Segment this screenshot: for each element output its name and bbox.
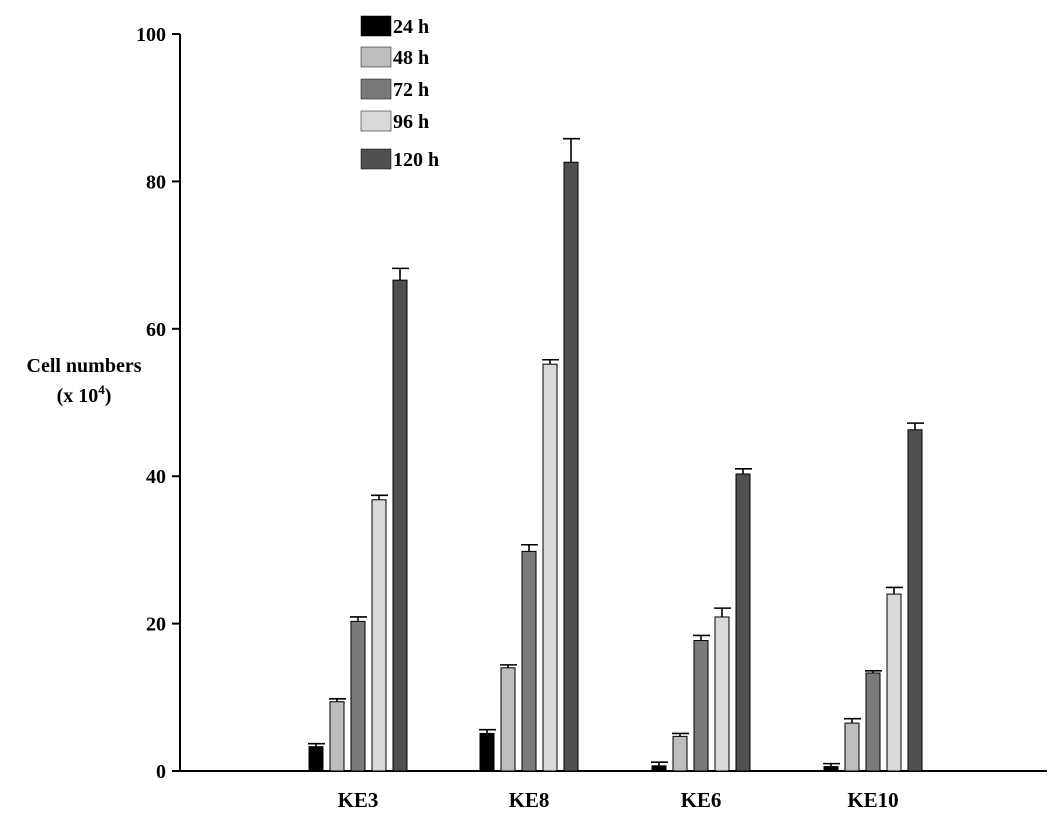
- bar-ke10-72h: [865, 672, 881, 772]
- y-tick-label: 20: [146, 614, 166, 636]
- y-tick-label: 40: [146, 466, 166, 488]
- y-tick-label: 80: [146, 171, 166, 193]
- y-axis-title-prefix: (x 10: [57, 385, 99, 407]
- bar-ke3-120h: [392, 279, 408, 772]
- bar-ke6-96h: [714, 616, 730, 772]
- category-labels: KE3 KE8 KE6 KE10: [338, 788, 899, 812]
- y-tick-label: 60: [146, 319, 166, 341]
- legend-label: 24 h: [393, 16, 429, 38]
- bar-ke6-48h: [672, 735, 688, 772]
- x-category-label: KE8: [509, 788, 550, 812]
- bar-ke3-24h: [308, 746, 324, 772]
- y-axis-title-line1: Cell numbers: [27, 355, 142, 377]
- legend-label: 48 h: [393, 47, 429, 69]
- bar-group-ke10: [823, 422, 924, 772]
- y-axis-title-line2: (x 104): [57, 382, 112, 407]
- axes: [179, 34, 1047, 772]
- bar-ke10-24h: [823, 766, 839, 772]
- y-tick-label: 100: [136, 24, 166, 46]
- bar-ke3-96h: [371, 499, 387, 772]
- bar-ke8-24h: [479, 732, 495, 772]
- y-axis-title-suffix: ): [105, 385, 112, 407]
- legend-label: 96 h: [393, 111, 429, 133]
- legend-swatch: [360, 110, 392, 132]
- bar-ke10-96h: [886, 593, 902, 772]
- x-category-label: KE3: [338, 788, 379, 812]
- y-axis-title-superscript: 4: [98, 382, 105, 397]
- bar-ke10-120h: [907, 429, 923, 772]
- bar-ke10-48h: [844, 722, 860, 772]
- bar-ke3-72h: [350, 620, 366, 772]
- bar-group-ke3: [308, 267, 409, 772]
- bar-group-ke8: [479, 137, 580, 772]
- bar-ke8-48h: [500, 667, 516, 772]
- legend: 24 h 48 h 72 h 96 h 120 h: [360, 15, 439, 171]
- y-tick-label: 0: [156, 761, 166, 783]
- legend-swatch: [360, 78, 392, 100]
- legend-label: 120 h: [393, 149, 439, 171]
- x-category-label: KE6: [681, 788, 722, 812]
- legend-swatch: [360, 148, 392, 170]
- bar-ke3-48h: [329, 701, 345, 772]
- bar-ke6-120h: [735, 473, 751, 772]
- bar-ke6-24h: [651, 765, 667, 772]
- bars: [308, 137, 924, 772]
- y-ticks: 0 20 40 60 80 100: [136, 24, 180, 783]
- bar-ke6-72h: [693, 640, 709, 772]
- bar-ke8-96h: [542, 363, 558, 772]
- bar-group-ke6: [651, 468, 752, 772]
- legend-swatch: [360, 15, 392, 37]
- bar-ke8-72h: [521, 550, 537, 772]
- bar-ke8-120h: [563, 161, 579, 772]
- x-category-label: KE10: [847, 788, 898, 812]
- legend-label: 72 h: [393, 79, 429, 101]
- legend-swatch: [360, 46, 392, 68]
- y-axis-title: Cell numbers (x 104): [27, 355, 142, 407]
